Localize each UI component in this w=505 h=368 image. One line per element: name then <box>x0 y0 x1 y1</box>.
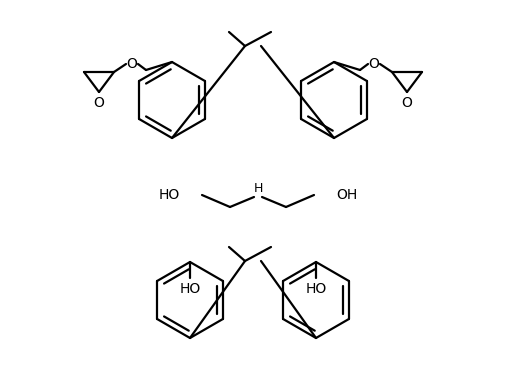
Text: O: O <box>368 57 379 71</box>
Text: HO: HO <box>159 188 180 202</box>
Text: OH: OH <box>335 188 357 202</box>
Text: HO: HO <box>305 282 326 296</box>
Text: O: O <box>401 96 412 110</box>
Text: HO: HO <box>179 282 200 296</box>
Text: O: O <box>93 96 104 110</box>
Text: O: O <box>126 57 137 71</box>
Text: H: H <box>253 183 262 195</box>
